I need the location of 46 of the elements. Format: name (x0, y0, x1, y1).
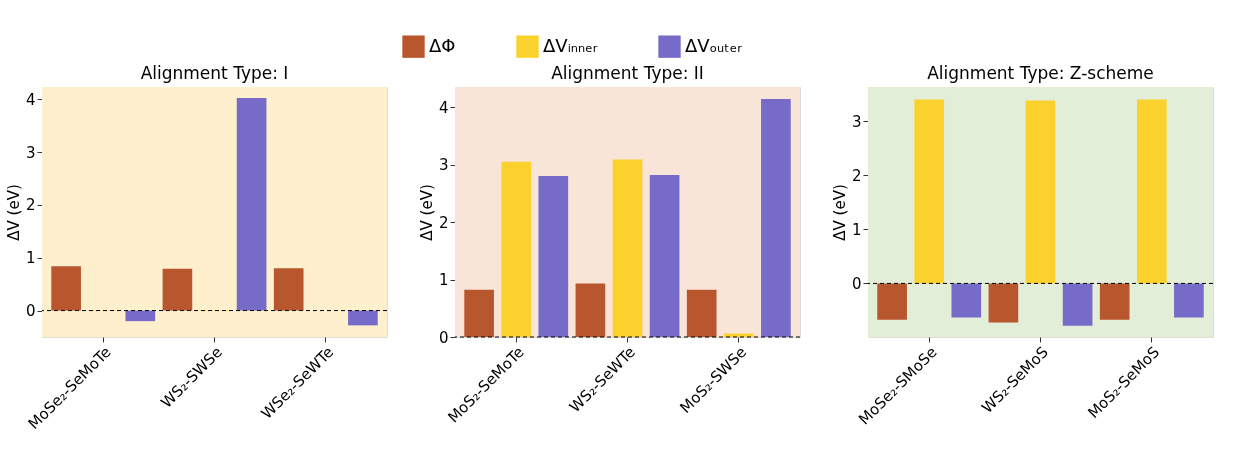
y-tick-label: 2 (851, 166, 862, 185)
bar (464, 289, 494, 337)
bar (1099, 283, 1130, 320)
bar (125, 310, 156, 322)
y-tick-label: 2 (438, 213, 449, 232)
bar (273, 268, 304, 311)
legend-label: ΔVₒᵤₜₑᵣ (685, 34, 743, 56)
y-tick-label: 4 (25, 90, 36, 109)
bar (988, 283, 1019, 323)
chart-title: Alignment Type: I (140, 63, 289, 83)
legend-label: ΔΦ (429, 34, 456, 56)
bar (686, 289, 717, 337)
bar (1025, 100, 1056, 284)
bar (538, 176, 569, 337)
chart-title: Alignment Type: II (551, 63, 704, 83)
y-axis-title: ΔV (eV) (4, 184, 23, 241)
bar (951, 283, 982, 318)
bar (649, 174, 680, 337)
bar (236, 98, 267, 311)
y-tick-label: 1 (25, 249, 36, 268)
y-tick-label: 0 (851, 274, 862, 293)
y-axis-title: ΔV (eV) (830, 184, 849, 241)
bar (501, 161, 532, 337)
bar (51, 266, 81, 311)
y-tick-label: 2 (25, 196, 36, 215)
bar (877, 283, 907, 320)
bar (348, 310, 378, 326)
y-tick-label: 3 (438, 156, 449, 175)
bar (1174, 283, 1204, 318)
chart-title: Alignment Type: Z-scheme (927, 63, 1154, 83)
y-tick-label: 1 (851, 220, 862, 239)
bar (761, 99, 791, 337)
legend-label: ΔVᵢₙₙₑᵣ (543, 34, 598, 56)
y-tick-label: 3 (25, 143, 36, 162)
y-tick-label: 4 (438, 98, 449, 117)
bar (914, 99, 945, 284)
bar (1062, 283, 1093, 326)
y-tick-label: 0 (438, 328, 449, 347)
y-axis-title: ΔV (eV) (417, 184, 436, 241)
y-tick-label: 3 (851, 112, 862, 131)
y-tick-label: 0 (25, 302, 36, 321)
bar (612, 159, 643, 337)
bar (575, 283, 606, 337)
bar (1136, 99, 1167, 284)
bar (162, 268, 193, 311)
y-tick-label: 1 (438, 271, 449, 290)
